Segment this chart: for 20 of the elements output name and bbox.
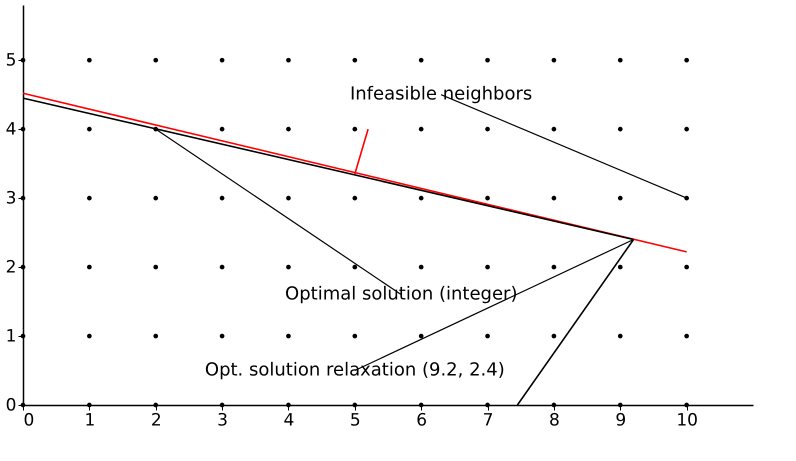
y-tick-label: 3	[6, 188, 16, 209]
annotation: Optimal solution (integer)	[285, 284, 518, 305]
annotation: Infeasible neighbors	[350, 84, 532, 105]
y-tick-label: 1	[6, 326, 16, 347]
x-tick-label: 3	[217, 410, 228, 430]
x-tick-label: 4	[284, 410, 294, 430]
x-tick-label: 9	[615, 410, 626, 430]
x-tick-label: 5	[350, 410, 361, 430]
x-tick-label: 2	[150, 410, 162, 430]
y-tick-label: 0	[6, 396, 16, 416]
x-tick-label: 6	[416, 410, 428, 430]
y-tick-label: 4	[6, 120, 16, 140]
x-tick-label: 7	[482, 410, 494, 430]
x-tick-label: 10	[676, 410, 698, 430]
x-tick-label: 1	[84, 410, 96, 430]
x-tick-label: 8	[548, 410, 560, 430]
y-tick-label: 2	[6, 258, 16, 278]
annotation: Opt. solution relaxation (9.2, 2.4)	[204, 360, 505, 381]
y-tick-label: 5	[6, 50, 16, 71]
x-tick-label: 0	[24, 410, 34, 430]
